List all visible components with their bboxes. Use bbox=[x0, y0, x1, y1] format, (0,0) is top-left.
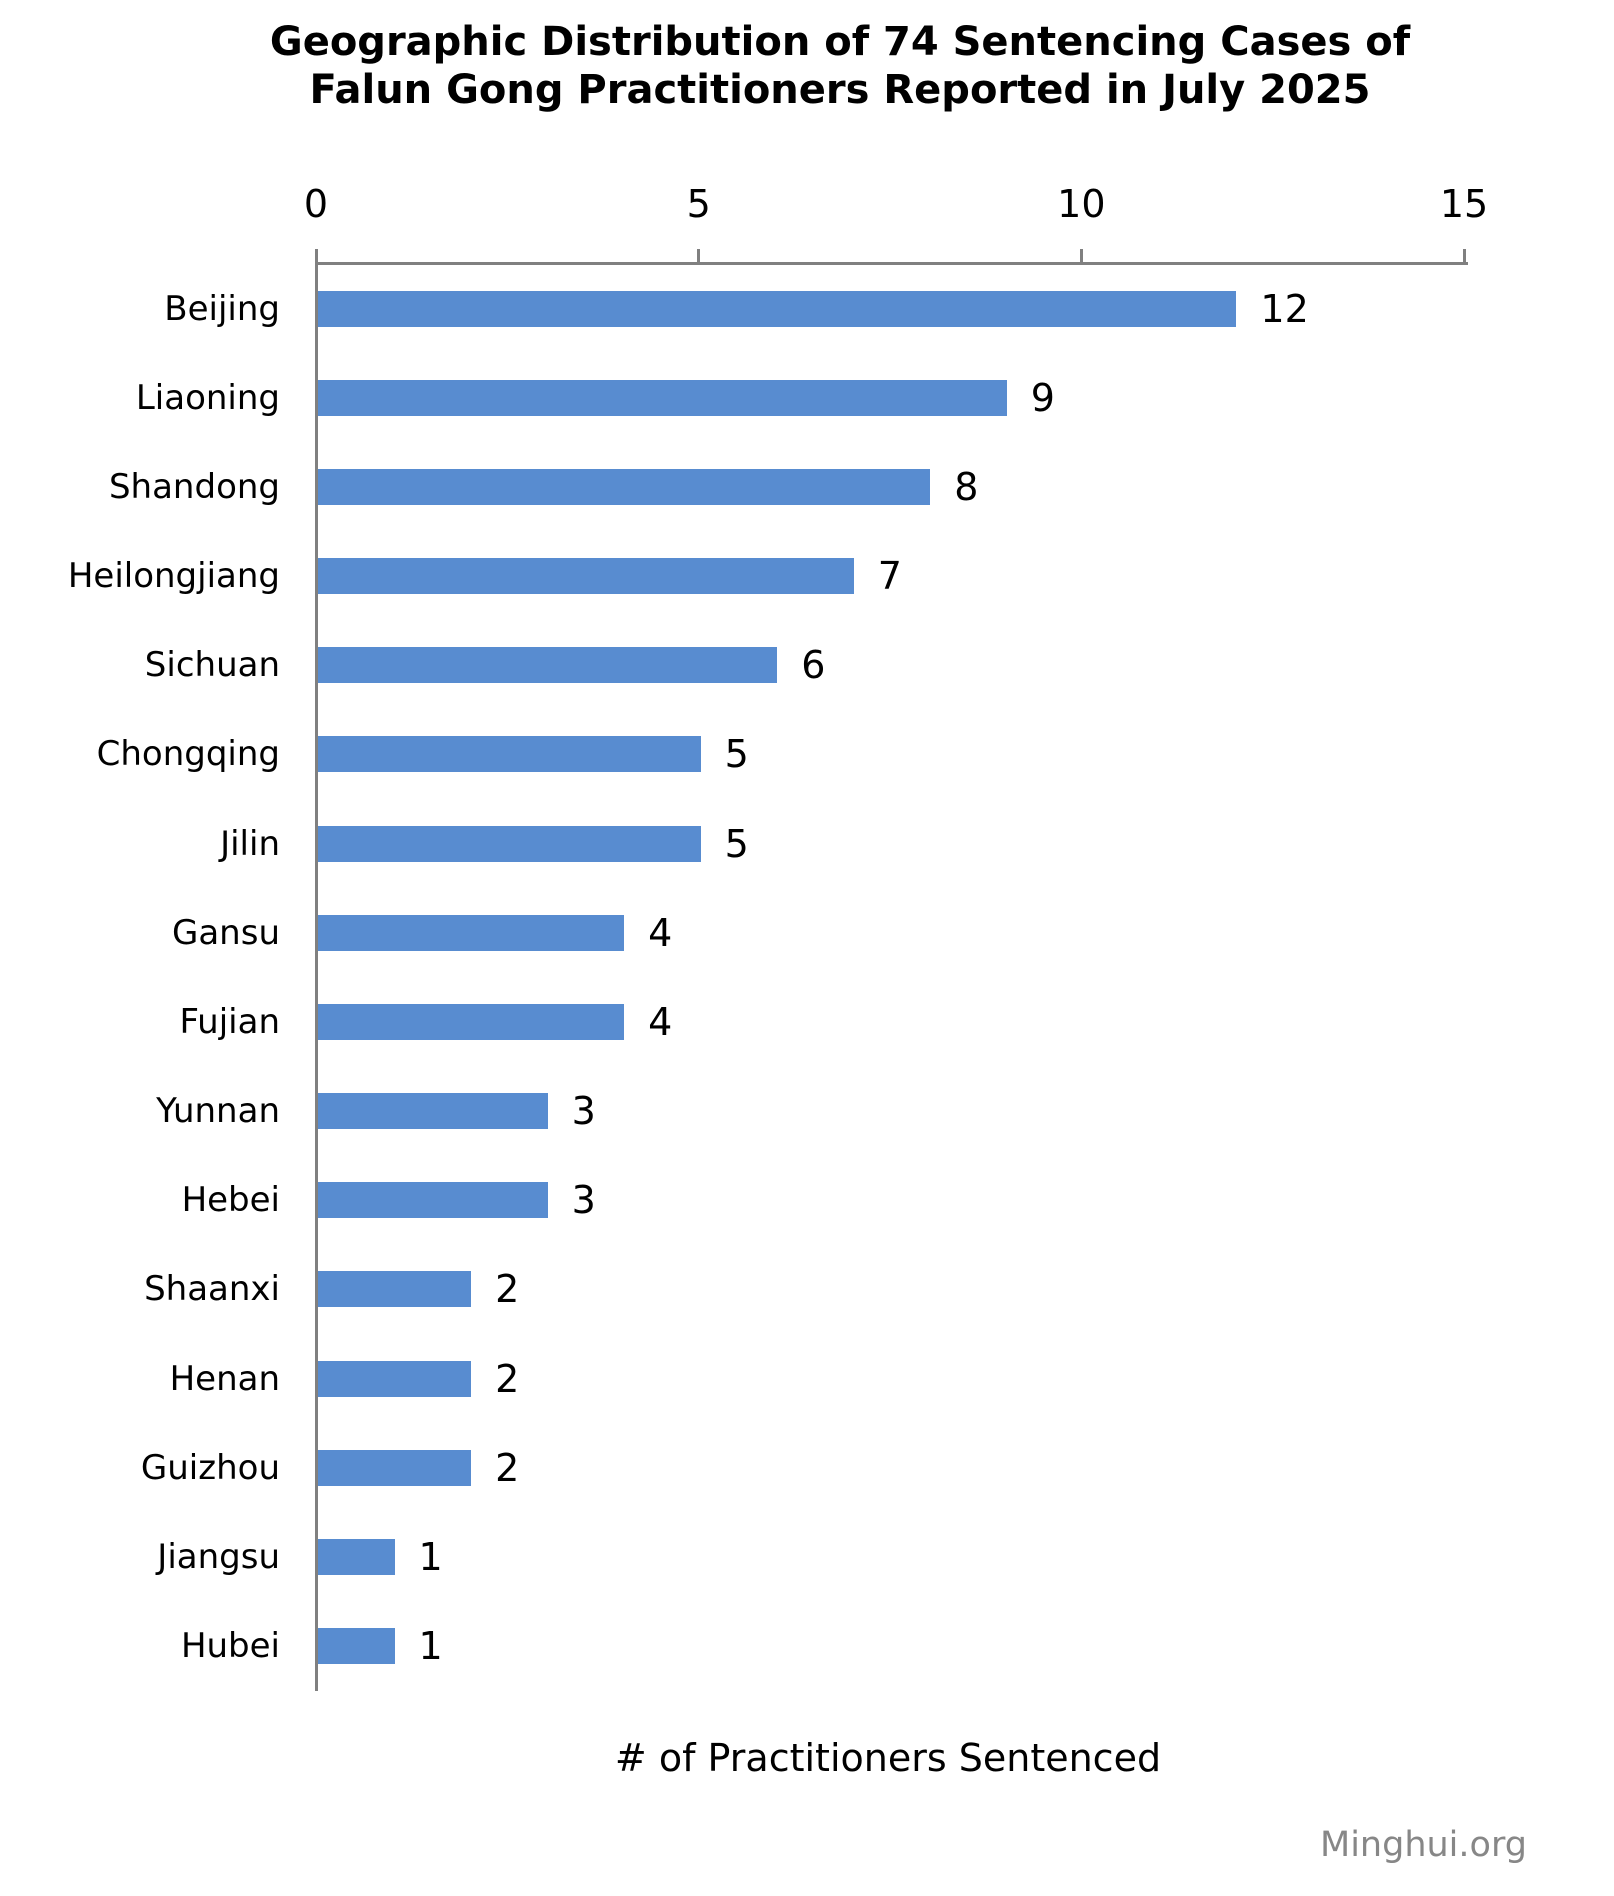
value-label: 6 bbox=[801, 643, 826, 688]
category-label: Gansu bbox=[172, 912, 280, 953]
bar bbox=[318, 914, 625, 951]
x-tick-label: 5 bbox=[686, 182, 711, 226]
category-label: Henan bbox=[169, 1358, 280, 1399]
x-axis-line bbox=[315, 262, 1468, 265]
category-label: Fujian bbox=[179, 1001, 280, 1042]
bar bbox=[318, 736, 701, 773]
bar bbox=[318, 290, 1237, 327]
bar bbox=[318, 1449, 472, 1486]
bar bbox=[318, 1003, 625, 1040]
bar bbox=[318, 647, 778, 684]
value-label: 12 bbox=[1260, 286, 1309, 331]
chart-title: Geographic Distribution of 74 Sentencing… bbox=[270, 18, 1410, 114]
bar bbox=[318, 558, 854, 594]
category-label: Liaoning bbox=[135, 377, 280, 418]
bar bbox=[318, 1360, 472, 1397]
category-label: Jilin bbox=[220, 823, 280, 864]
chart-title-line1: Geographic Distribution of 74 Sentencing… bbox=[269, 19, 1411, 65]
x-tick-mark bbox=[1462, 249, 1466, 263]
x-tick-label: 10 bbox=[1057, 182, 1106, 226]
x-tick-mark bbox=[314, 249, 318, 263]
value-label: 5 bbox=[724, 821, 749, 866]
value-label: 8 bbox=[954, 464, 979, 509]
x-tick-label: 0 bbox=[303, 182, 329, 226]
category-label: Chongqing bbox=[96, 734, 280, 775]
category-label: Guizhou bbox=[140, 1447, 280, 1488]
bar bbox=[318, 1182, 548, 1219]
category-label: Yunnan bbox=[156, 1091, 280, 1131]
bar bbox=[318, 1093, 548, 1129]
value-label: 7 bbox=[877, 554, 902, 598]
x-axis-title: # of Practitioners Sentenced bbox=[614, 1736, 1162, 1780]
bar bbox=[318, 379, 1007, 416]
value-label: 4 bbox=[648, 910, 673, 955]
category-label: Heilongjiang bbox=[67, 556, 280, 596]
x-tick-mark bbox=[697, 249, 701, 263]
value-label: 2 bbox=[495, 1445, 520, 1490]
category-label: Beijing bbox=[164, 288, 280, 329]
bar bbox=[318, 1628, 395, 1664]
category-label: Hebei bbox=[181, 1180, 280, 1221]
bar bbox=[318, 468, 931, 505]
value-label: 1 bbox=[418, 1624, 443, 1668]
value-label: 1 bbox=[418, 1534, 443, 1579]
value-label: 3 bbox=[571, 1089, 596, 1133]
bar bbox=[318, 1271, 472, 1308]
chart-title-line2: Falun Gong Practitioners Reported in Jul… bbox=[309, 67, 1371, 113]
category-label: Shandong bbox=[108, 466, 280, 507]
category-label: Shaanxi bbox=[144, 1269, 280, 1310]
bar bbox=[318, 1538, 395, 1575]
watermark: Minghui.org bbox=[1320, 1825, 1527, 1865]
y-axis-line bbox=[315, 249, 318, 1691]
value-label: 2 bbox=[495, 1267, 520, 1312]
value-label: 2 bbox=[495, 1356, 520, 1401]
x-tick-label: 15 bbox=[1439, 182, 1489, 226]
category-label: Sichuan bbox=[144, 645, 280, 686]
category-label: Jiangsu bbox=[157, 1536, 280, 1577]
value-label: 5 bbox=[724, 732, 749, 777]
bar bbox=[318, 825, 701, 862]
category-label: Hubei bbox=[180, 1626, 280, 1666]
value-label: 4 bbox=[648, 999, 673, 1044]
value-label: 3 bbox=[571, 1178, 596, 1223]
x-tick-mark bbox=[1079, 249, 1083, 263]
value-label: 9 bbox=[1030, 375, 1055, 420]
